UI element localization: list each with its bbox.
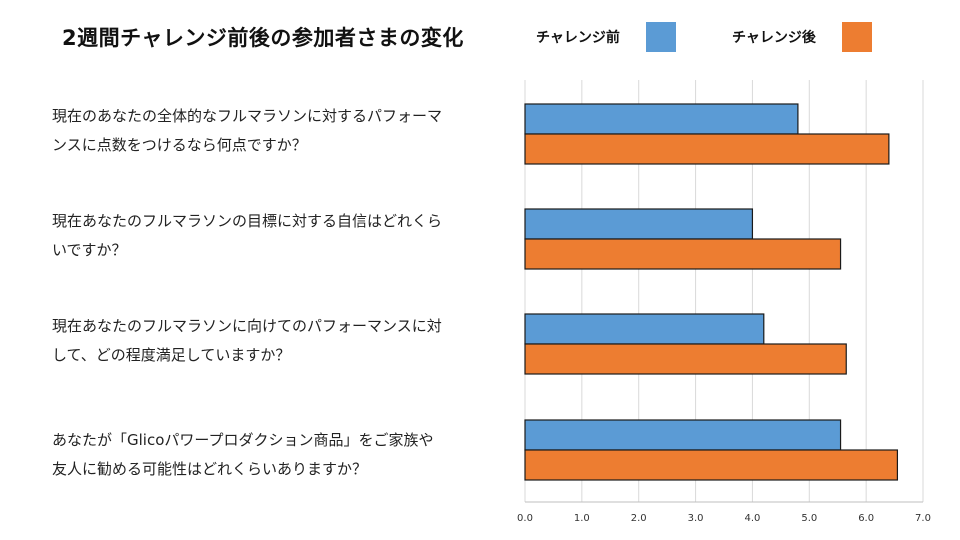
question-3-line-2: して、どの程度満足していますか？: [52, 346, 291, 364]
question-3-line-1: 現在あなたのフルマラソンに向けてのパフォーマンスに対: [52, 317, 442, 335]
x-tick-label: 3.0: [688, 513, 704, 524]
x-tick-label: 4.0: [744, 513, 760, 524]
question-1: 現在のあなたの全体的なフルマラソンに対するパフォーマ ンスに点数をつけるなら何点…: [52, 102, 492, 160]
question-4-line-1: あなたが「Glicoパワープロダクション商品」をご家族や: [52, 431, 434, 449]
question-1-line-2: ンスに点数をつけるなら何点ですか？: [52, 136, 307, 154]
bar-before-q2: [524, 208, 754, 240]
bar-after-q4: [524, 449, 899, 481]
x-tick-label: 6.0: [858, 513, 874, 524]
question-4: あなたが「Glicoパワープロダクション商品」をご家族や 友人に勧める可能性はど…: [52, 426, 492, 484]
x-tick-label: 2.0: [631, 513, 647, 524]
x-tick-label: 1.0: [574, 513, 590, 524]
chart-title: 2週間チャレンジ前後の参加者さまの変化: [62, 26, 464, 50]
bar-before-q4: [524, 419, 842, 451]
legend-item-before: チャレンジ前: [536, 22, 686, 52]
bar-before-q3: [524, 313, 765, 345]
question-2-line-2: いですか？: [52, 241, 127, 259]
question-3: 現在あなたのフルマラソンに向けてのパフォーマンスに対 して、どの程度満足していま…: [52, 312, 492, 370]
question-2-line-1: 現在あなたのフルマラソンの目標に対する自信はどれくら: [52, 212, 443, 230]
x-tick-label: 5.0: [801, 513, 817, 524]
question-4-line-2: 友人に勧める可能性はどれくらいありますか？: [52, 460, 368, 478]
legend-label-before: チャレンジ前: [536, 30, 620, 46]
bar-after-q3: [524, 343, 847, 375]
bar-after-q2: [524, 238, 842, 270]
x-tick-label: 7.0: [915, 513, 931, 524]
legend-label-after: チャレンジ後: [732, 30, 816, 46]
legend-swatch-before: [646, 22, 676, 52]
bar-before-q1: [524, 103, 799, 135]
legend-swatch-after: [842, 22, 872, 52]
x-tick-label: 0.0: [517, 513, 533, 524]
question-1-line-1: 現在のあなたの全体的なフルマラソンに対するパフォーマ: [52, 107, 443, 125]
bar-after-q1: [524, 133, 890, 165]
question-2: 現在あなたのフルマラソンの目標に対する自信はどれくら いですか？: [52, 207, 492, 265]
legend-item-after: チャレンジ後: [732, 22, 882, 52]
